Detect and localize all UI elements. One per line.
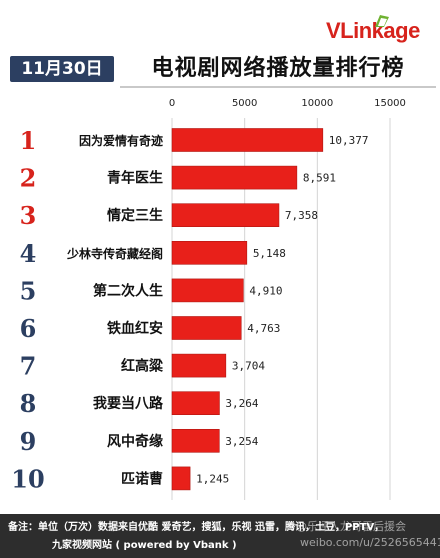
rank-number: 2 [20, 164, 37, 193]
category-label: 情定三生 [107, 207, 163, 224]
x-tick-label: 15000 [374, 98, 406, 109]
category-label: 因为爱情有奇迹 [79, 133, 163, 148]
weibo-watermark-name: @乐评人龙哥雷后援会 [296, 520, 406, 533]
category-label: 我要当八路 [93, 395, 164, 412]
category-label: 匹诺曹 [121, 470, 163, 487]
footer-note: 备注：单位（万次）数据来自优酷 爱奇艺，搜狐，乐视 迅雷，腾讯，土豆，PPTV， [8, 522, 385, 533]
category-label: 风中奇缘 [107, 433, 163, 450]
category-label: 红高粱 [121, 358, 164, 375]
value-label: 3,264 [225, 397, 258, 410]
value-label: 8,591 [303, 172, 336, 185]
bar [171, 278, 244, 303]
value-label: 3,254 [225, 435, 258, 448]
weibo-watermark-url: weibo.com/u/2526565441 [300, 536, 440, 549]
category-label: 第二次人生 [93, 282, 163, 299]
footer-bar: 备注：单位（万次）数据来自优酷 爱奇艺，搜狐，乐视 迅雷，腾讯，土豆，PPTV，… [0, 514, 440, 558]
value-label: 1,245 [196, 472, 229, 485]
bar [171, 316, 242, 340]
date-badge: 11月30日 [10, 56, 114, 82]
category-label: 铁血红安 [107, 320, 163, 337]
footer-source: 九家视频网站 ( powered by Vbank ) [52, 540, 237, 551]
bar [171, 428, 220, 453]
value-label: 3,704 [232, 360, 265, 373]
category-label: 青年医生 [107, 170, 163, 187]
value-label: 4,910 [249, 284, 282, 297]
rank-number: 5 [20, 276, 37, 305]
rank-number: 6 [20, 314, 37, 343]
title-divider [120, 86, 436, 88]
x-tick-label: 0 [169, 98, 175, 109]
value-label: 7,358 [285, 209, 318, 222]
bar [171, 241, 248, 265]
bar [171, 128, 324, 152]
rank-number: 4 [20, 239, 37, 268]
bar [171, 165, 298, 190]
bar [171, 391, 220, 416]
x-tick-label: 5000 [232, 98, 257, 109]
category-label: 少林寺传奇藏经阁 [66, 246, 163, 261]
chart-title: 电视剧网络播放量排行榜 [151, 56, 405, 81]
logo-text: VLinkage [326, 18, 420, 43]
rank-number: 10 [11, 464, 44, 493]
logo-flag-icon [375, 15, 389, 27]
bar [171, 353, 227, 378]
value-label: 10,377 [329, 134, 369, 147]
bar [171, 466, 191, 491]
bar [171, 203, 280, 227]
rank-number: 1 [20, 126, 37, 155]
value-label: 4,763 [247, 322, 280, 335]
rank-number: 7 [20, 352, 37, 381]
vlinkage-logo: VLinkage [326, 14, 438, 48]
rank-number: 9 [20, 427, 37, 456]
x-tick-label: 10000 [301, 98, 333, 109]
bar-chart: 0 5000 10000 15000 1 因为爱情有奇迹 10,377 2 青年医生 8,591 3… [11, 98, 406, 500]
rank-number: 3 [20, 201, 37, 230]
rank-number: 8 [20, 389, 37, 418]
value-label: 5,148 [253, 247, 286, 260]
